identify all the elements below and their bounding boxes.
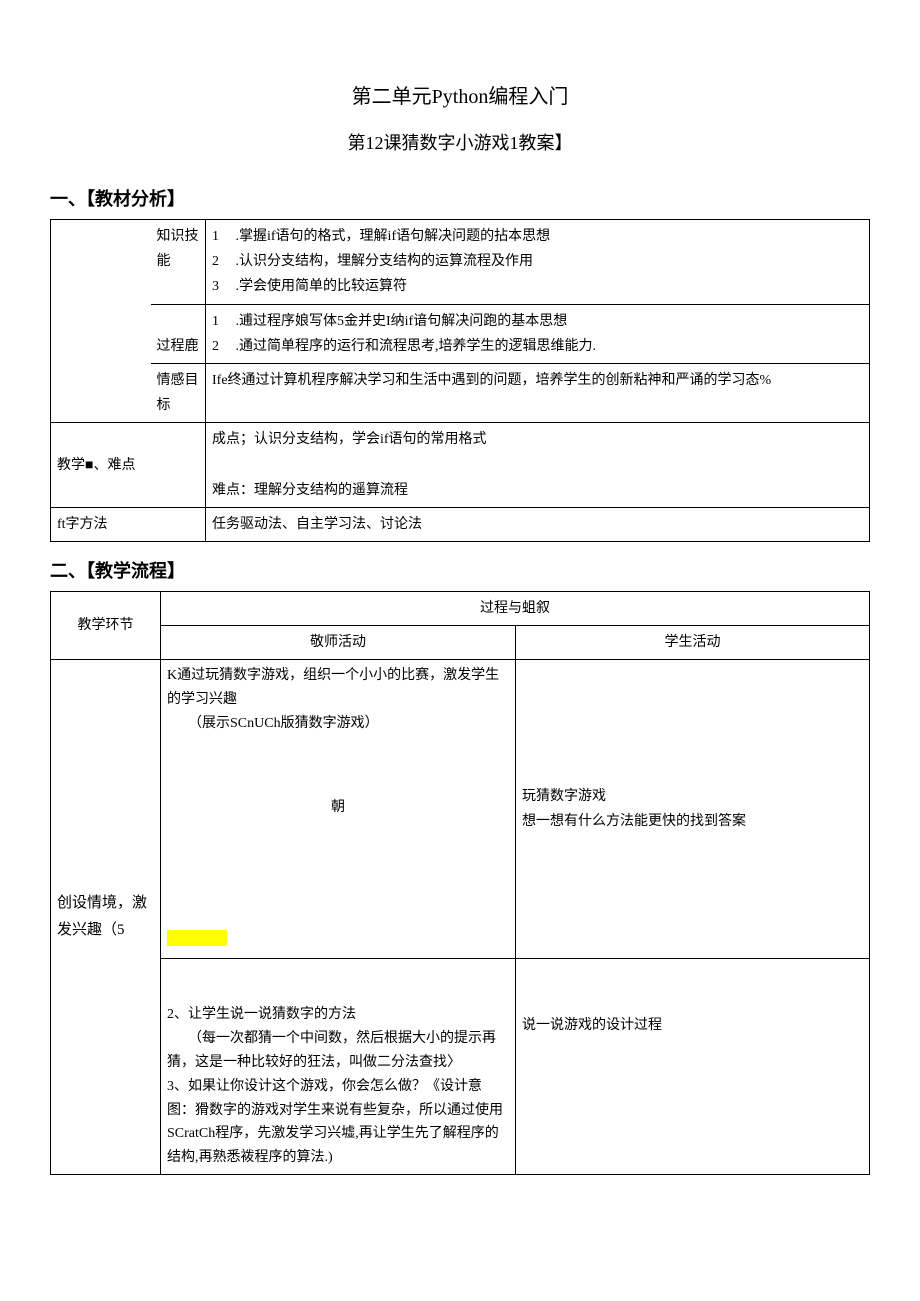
- student-p1a: 玩猜数字游戏: [522, 789, 606, 804]
- teacher-p1: K通过玩猜数字游戏，组织一个小小的比赛，激发学生的学习兴趣: [167, 668, 499, 707]
- highlight-box: [167, 930, 227, 946]
- item-num: 2: [212, 334, 232, 359]
- flow-head-span: 过程与蛆叙: [161, 592, 870, 626]
- method-text: 任务驱动法、自主学习法、讨论法: [206, 507, 870, 541]
- keypoint-text: 成点；认识分支结构，学会if语句的常用格式 难点：理解分支结构的遥算流程: [206, 423, 870, 508]
- teacher-activity-2: 2、让学生说一说猜数字的方法 （每一次都猜一个中间数，然后根据大小的提示再猜，这…: [161, 959, 516, 1175]
- keypoint-line2: 难点：理解分支结构的遥算流程: [212, 483, 408, 498]
- process-label: 过程鹿: [151, 304, 206, 363]
- item-text: .掌握if语句的格式，理解if语句解决问题的拈本思想: [236, 229, 551, 244]
- emotion-text: Ife终通过计算机程序解决学习和生活中遇到的问题，培养学生的创新粘神和严诵的学习…: [206, 363, 870, 422]
- teacher-p2b: （每一次都猜一个中间数，然后根据大小的提示再猜，这是一种比较好的狂法，叫做二分法…: [167, 1027, 509, 1075]
- flow-head-stage: 教学环节: [51, 592, 161, 660]
- analysis-table: 知识技能 1 .掌握if语句的格式，理解if语句解决问题的拈本思想 2 .认识分…: [50, 219, 870, 542]
- emotion-label: 情感目标: [151, 363, 206, 422]
- student-activity-1: 玩猜数字游戏 想一想有什么方法能更快的找到答案: [516, 660, 870, 959]
- item-text: .逋过程序娘写体5金并史I纳if谙句解决问跑的基本思想: [236, 314, 568, 329]
- section1-header: 一、【教材分析】: [50, 185, 870, 211]
- teacher-p3: 3、如果让你设计这个游戏，你会怎么做？《设计意图：猾数字的游戏对学生来说有些复杂…: [167, 1079, 503, 1165]
- unit-title: 第二单元Python编程入门: [50, 80, 870, 109]
- item-text: .通过简单程序的运行和流程思考,培养学生的逻辑思维能力.: [236, 339, 597, 354]
- lesson-title: 第12课猜数字小游戏1教案】: [50, 129, 870, 155]
- teacher-activity-1: K通过玩猜数字游戏，组织一个小小的比赛，激发学生的学习兴趣 （展示SCnUCh版…: [161, 660, 516, 959]
- table-row: 知识技能 1 .掌握if语句的格式，理解if语句解决问题的拈本思想 2 .认识分…: [51, 220, 870, 305]
- student-activity-2: 说一说游戏的设计过程: [516, 959, 870, 1175]
- flow-head-teacher: 敬师活动: [161, 626, 516, 660]
- table-row: 敬师活动 学生活动: [51, 626, 870, 660]
- keypoint-label: 教学■、难点: [51, 423, 206, 508]
- student-p2: 说一说游戏的设计过程: [522, 1018, 662, 1033]
- knowledge-items: 1 .掌握if语句的格式，理解if语句解决问题的拈本思想 2 .认识分支结构，埋…: [206, 220, 870, 305]
- stage-label: 创设情境，激发兴趣（5: [51, 660, 161, 1175]
- knowledge-label: 知识技能: [151, 220, 206, 305]
- keypoint-line1: 成点；认识分支结构，学会if语句的常用格式: [212, 432, 487, 447]
- process-items: 1 .逋过程序娘写体5金并史I纳if谙句解决问跑的基本思想 2 .通过简单程序的…: [206, 304, 870, 363]
- flow-head-student: 学生活动: [516, 626, 870, 660]
- table-row: 创设情境，激发兴趣（5 K通过玩猜数字游戏，组织一个小小的比赛，激发学生的学习兴…: [51, 660, 870, 959]
- table-row: 2、让学生说一说猜数字的方法 （每一次都猜一个中间数，然后根据大小的提示再猜，这…: [51, 959, 870, 1175]
- table-row: 过程鹿 1 .逋过程序娘写体5金并史I纳if谙句解决问跑的基本思想 2 .通过简…: [51, 304, 870, 363]
- table-row: 教学环节 过程与蛆叙: [51, 592, 870, 626]
- item-num: 2: [212, 249, 232, 274]
- section2-header: 二、【教学流程】: [50, 557, 870, 583]
- student-p1b: 想一想有什么方法能更快的找到答案: [522, 814, 746, 829]
- teacher-p2: 2、让学生说一说猜数字的方法: [167, 1007, 356, 1022]
- method-label: ft字方法: [51, 507, 206, 541]
- item-num: 1: [212, 224, 232, 249]
- item-num: 3: [212, 274, 232, 299]
- item-text: .认识分支结构，埋解分支结构的运算流程及作用: [236, 254, 534, 269]
- teacher-mid: 朝: [167, 796, 509, 820]
- teacher-p1b: （展示SCnUCh版猜数字游戏）: [167, 712, 509, 736]
- item-text: .学会使用简单的比较运算符: [236, 279, 408, 294]
- table-row: 教学■、难点 成点；认识分支结构，学会if语句的常用格式 难点：理解分支结构的遥…: [51, 423, 870, 508]
- table-row: 情感目标 Ife终通过计算机程序解决学习和生活中遇到的问题，培养学生的创新粘神和…: [51, 363, 870, 422]
- table-row: ft字方法 任务驱动法、自主学习法、讨论法: [51, 507, 870, 541]
- flow-table: 教学环节 过程与蛆叙 敬师活动 学生活动 创设情境，激发兴趣（5 K通过玩猜数字…: [50, 591, 870, 1175]
- item-num: 1: [212, 309, 232, 334]
